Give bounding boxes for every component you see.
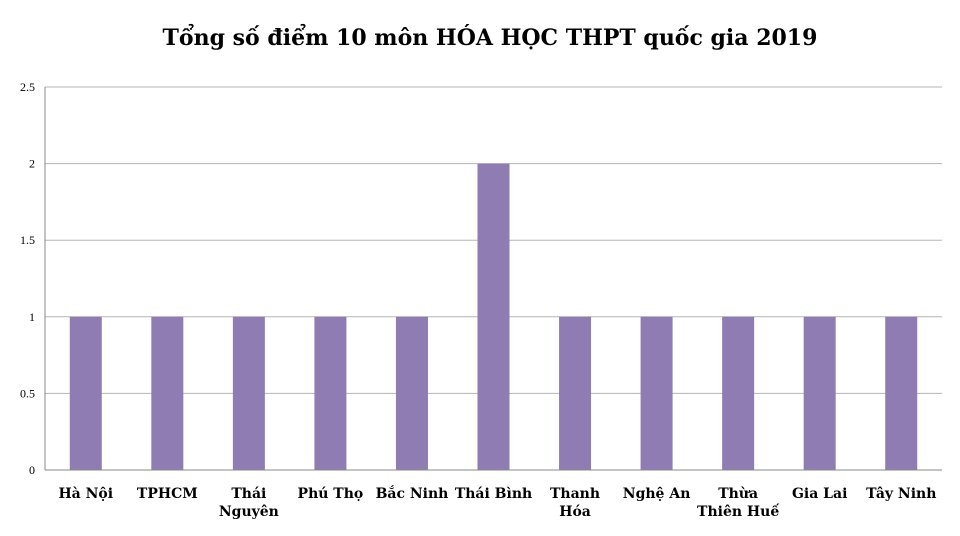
x-tick-label: Thái Bình	[455, 486, 532, 502]
x-tick-label-line: Tây Ninh	[866, 486, 936, 502]
y-tick-label: 2	[29, 157, 35, 171]
x-tick-label-line: Nghệ An	[623, 486, 691, 502]
x-tick-label: Nghệ An	[623, 486, 691, 502]
bars	[69, 163, 918, 470]
bar	[395, 316, 428, 470]
x-tick-label: Thanh Hóa	[550, 486, 600, 520]
x-tick-label-line: Nguyên	[219, 504, 279, 520]
bar	[885, 316, 918, 470]
x-tick-label-line: Thiên Huế	[697, 502, 779, 520]
bar	[69, 316, 102, 470]
bar	[640, 316, 673, 470]
x-tick-label-line: Thừa	[718, 486, 758, 502]
x-tick-label: Thừa Thiên Huế	[697, 486, 779, 520]
y-tick-label: 1.5	[20, 233, 35, 247]
axes	[44, 87, 942, 471]
x-tick-label: Hà Nội	[58, 486, 113, 502]
bar	[232, 316, 265, 470]
y-tick-label: 2.5	[20, 80, 35, 94]
x-tick-label-line: Thanh	[550, 486, 600, 502]
x-tick-label-line: Gia Lai	[792, 486, 847, 502]
x-tick-label: Bắc Ninh	[376, 484, 449, 502]
x-tick-label-line: Bắc Ninh	[376, 484, 449, 502]
y-tick-label: 0.5	[20, 386, 35, 400]
x-tick-label-line: Hà Nội	[58, 486, 113, 502]
y-tick-label: 0	[29, 463, 35, 477]
bar	[477, 163, 510, 470]
y-tick-label: 1	[29, 310, 35, 324]
x-tick-label-line: Thái Bình	[455, 486, 532, 502]
chart-title: Tổng số điểm 10 môn HÓA HỌC THPT quốc gi…	[163, 23, 818, 51]
bar	[722, 316, 755, 470]
x-tick-label: Thái Nguyên	[219, 486, 279, 520]
x-tick-label-line: Phú Thọ	[298, 486, 364, 502]
x-tick-label-line: Thái	[231, 486, 266, 502]
x-tick-label: Gia Lai	[792, 486, 847, 502]
bar	[803, 316, 836, 470]
x-tick-label-line: TPHCM	[137, 486, 198, 502]
x-tick-label-line: Hóa	[559, 504, 591, 520]
bar	[559, 316, 592, 470]
x-axis-ticks: Hà Nội TPHCM Thái Nguyên Phú Thọ Bắc Ninh Thái…	[58, 484, 936, 520]
bar	[314, 316, 347, 470]
bar	[151, 316, 184, 470]
x-tick-label: TPHCM	[137, 486, 198, 502]
x-tick-label: Tây Ninh	[866, 486, 936, 502]
y-axis-ticks: 0 0.5 1 1.5 2 2.5	[20, 80, 35, 477]
x-tick-label: Phú Thọ	[298, 486, 364, 502]
